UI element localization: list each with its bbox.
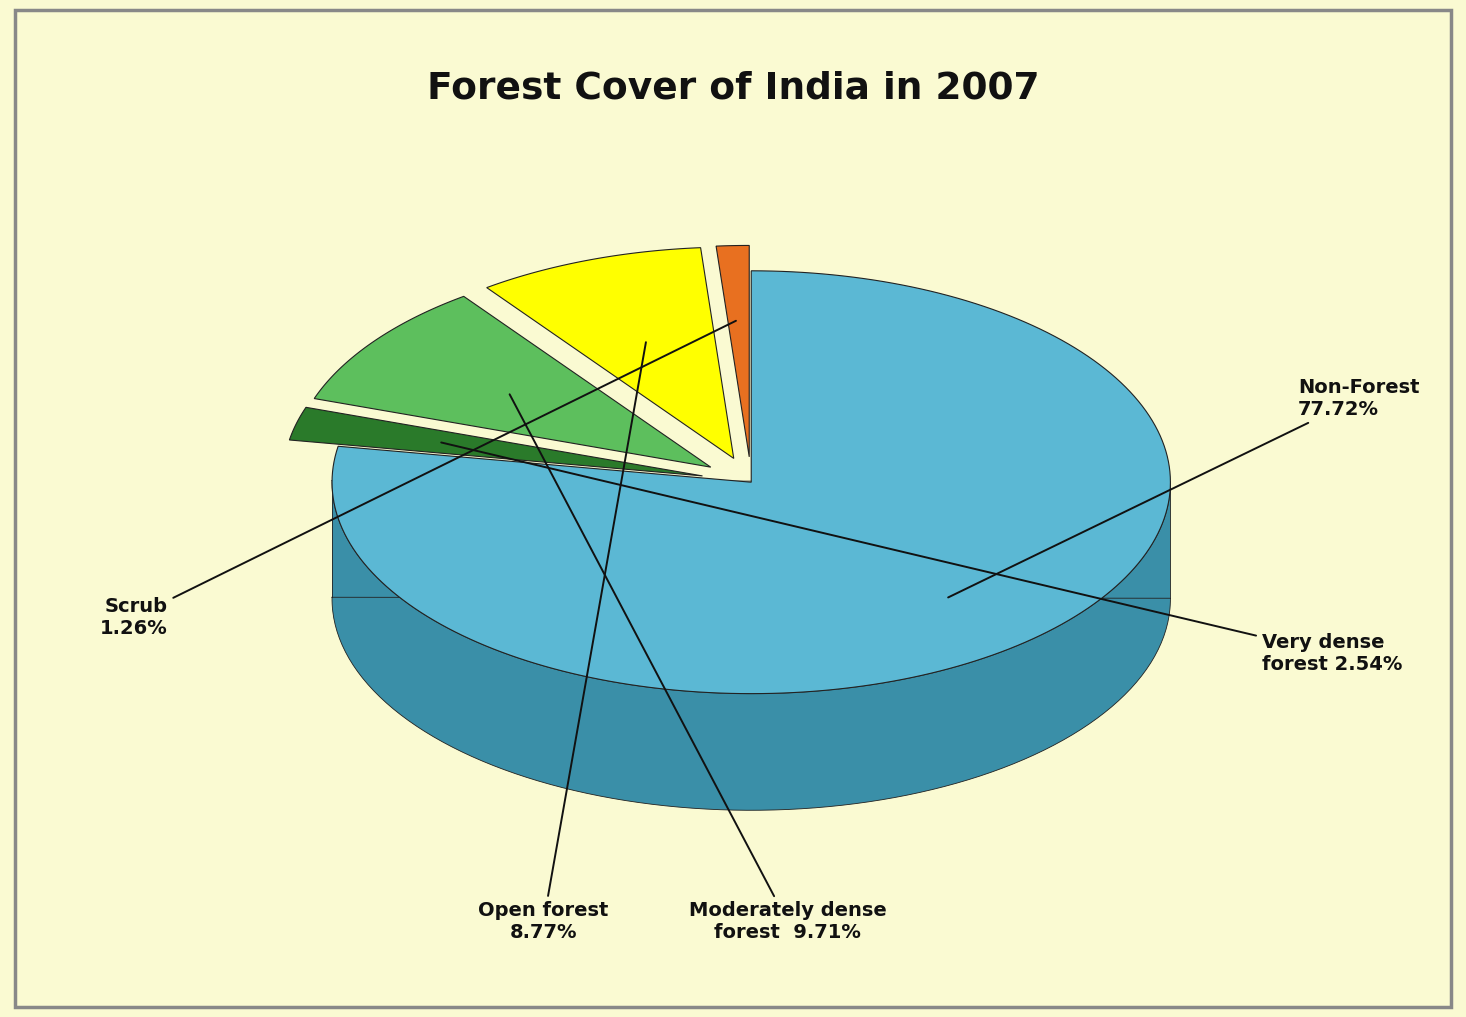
Text: Very dense
forest 2.54%: Very dense forest 2.54% bbox=[441, 442, 1401, 674]
Polygon shape bbox=[331, 481, 1170, 811]
Text: Scrub
1.26%: Scrub 1.26% bbox=[100, 320, 736, 638]
Polygon shape bbox=[715, 245, 749, 457]
Polygon shape bbox=[331, 271, 1170, 694]
Text: Non-Forest
77.72%: Non-Forest 77.72% bbox=[949, 378, 1419, 597]
Text: Moderately dense
forest  9.71%: Moderately dense forest 9.71% bbox=[510, 395, 887, 943]
Text: Forest Cover of India in 2007: Forest Cover of India in 2007 bbox=[427, 70, 1039, 107]
Polygon shape bbox=[289, 408, 702, 476]
Polygon shape bbox=[314, 296, 711, 467]
Text: Open forest
8.77%: Open forest 8.77% bbox=[478, 342, 647, 943]
Polygon shape bbox=[487, 248, 734, 459]
